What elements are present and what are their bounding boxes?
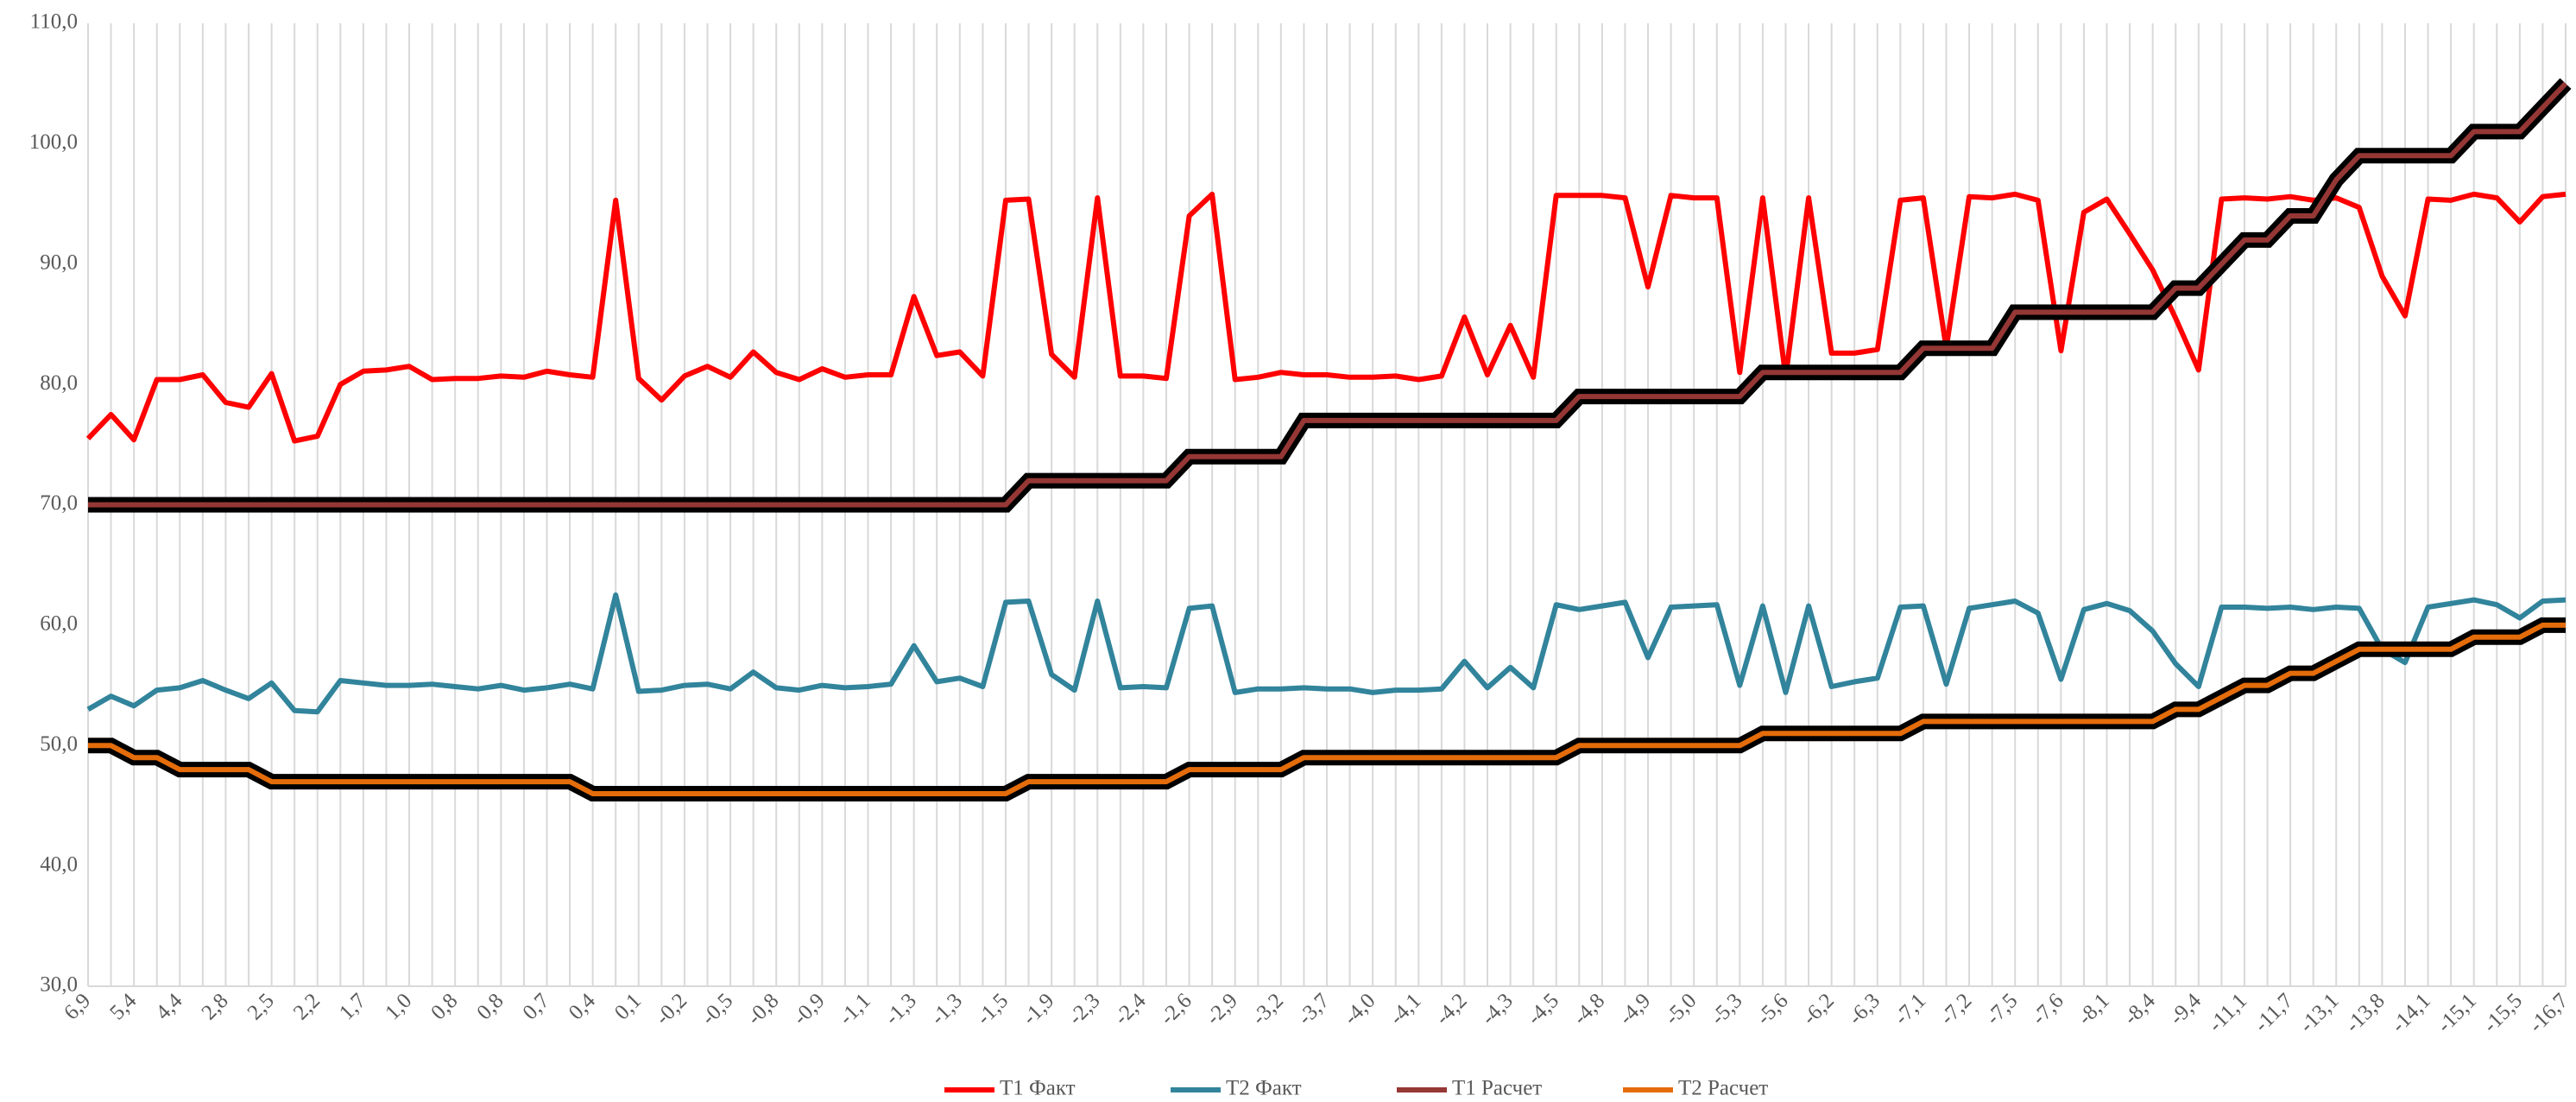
x-tick-label: -11,1 — [2204, 989, 2251, 1036]
x-tick-label: -8,4 — [2119, 989, 2160, 1029]
x-tick-label: 2,5 — [243, 989, 279, 1024]
x-tick-label: 0,4 — [565, 989, 601, 1025]
x-tick-label: -6,2 — [1798, 989, 1839, 1029]
y-tick-label: 30,0 — [40, 973, 78, 997]
x-tick-label: 0,8 — [426, 989, 462, 1024]
x-tick-label: -2,3 — [1064, 989, 1104, 1029]
x-tick-label: -5,3 — [1707, 989, 1747, 1029]
x-tick-label: 0,8 — [472, 989, 508, 1024]
x-tick-label: -13,8 — [2341, 989, 2390, 1037]
x-tick-label: 4,4 — [151, 989, 187, 1025]
x-tick-label: -3,7 — [1293, 989, 1334, 1029]
x-tick-label: -11,7 — [2250, 989, 2297, 1036]
x-tick-label: 1,0 — [381, 989, 416, 1024]
legend-label: Т2 Факт — [1226, 1077, 1302, 1100]
x-tick-label: -0,5 — [697, 989, 737, 1029]
legend-label: Т2 Расчет — [1678, 1077, 1768, 1100]
x-tick-label: -1,3 — [926, 989, 967, 1029]
legend-item: Т1 Расчет — [1397, 1077, 1542, 1100]
x-tick-label: -9,4 — [2165, 989, 2206, 1029]
x-tick-label: -5,6 — [1752, 989, 1793, 1029]
x-tick-label: -7,1 — [1890, 989, 1930, 1029]
y-tick-label: 90,0 — [40, 250, 78, 274]
x-tick-label: -4,0 — [1339, 989, 1380, 1029]
x-tick-label: 2,8 — [198, 989, 233, 1024]
x-tick-label: -0,9 — [789, 989, 830, 1029]
x-tick-label: -5,0 — [1660, 989, 1701, 1029]
legend-item: Т2 Факт — [1171, 1077, 1302, 1100]
x-tick-label: 5,4 — [105, 989, 142, 1025]
x-tick-label: -4,5 — [1523, 989, 1563, 1029]
y-tick-label: 110,0 — [30, 10, 78, 34]
x-tick-label: 0,7 — [519, 989, 554, 1024]
x-tick-label: -16,7 — [2524, 989, 2573, 1037]
legend-label: Т1 Факт — [1000, 1077, 1076, 1100]
x-tick-label: 2,2 — [289, 989, 325, 1024]
x-tick-label: -2,4 — [1110, 989, 1151, 1029]
x-tick-label: -14,1 — [2387, 989, 2435, 1037]
line — [88, 622, 2566, 796]
x-tick-label: -15,1 — [2433, 989, 2481, 1037]
x-tick-label: -8,1 — [2074, 989, 2114, 1029]
y-tick-label: 50,0 — [40, 732, 78, 756]
x-tick-label: -4,3 — [1477, 989, 1518, 1029]
y-tick-label: 60,0 — [40, 612, 78, 636]
x-tick-label: -1,9 — [1018, 989, 1058, 1029]
x-tick-label: -4,1 — [1386, 989, 1426, 1029]
x-tick-label: -7,5 — [1981, 989, 2022, 1029]
x-tick-label: 0,1 — [610, 989, 646, 1024]
y-tick-label: 100,0 — [29, 130, 78, 154]
line — [86, 592, 2567, 715]
x-tick-label: -1,5 — [972, 989, 1013, 1029]
x-tick-label: -1,3 — [881, 989, 921, 1029]
x-tick-label: -3,2 — [1247, 989, 1288, 1029]
x-tick-label: -13,1 — [2295, 989, 2344, 1037]
line — [85, 191, 2567, 444]
x-tick-label: -4,2 — [1431, 989, 1472, 1029]
x-tick-label: -7,6 — [2028, 989, 2068, 1029]
line — [88, 81, 2568, 508]
y-tick-label: 80,0 — [40, 371, 78, 395]
x-tick-label: -1,1 — [835, 989, 875, 1029]
legend-label: Т1 Расчет — [1452, 1077, 1542, 1100]
x-tick-label: -6,3 — [1844, 989, 1885, 1029]
legend-item: Т2 Расчет — [1623, 1077, 1768, 1100]
x-tick-label: -2,9 — [1202, 989, 1242, 1029]
legend-item: Т1 Факт — [944, 1077, 1076, 1100]
y-tick-label: 40,0 — [40, 852, 78, 876]
x-tick-label: -2,6 — [1156, 989, 1196, 1029]
x-tick-label: -7,2 — [1935, 989, 1976, 1029]
x-tick-label: -0,2 — [651, 989, 691, 1029]
x-tick-label: 1,7 — [335, 989, 370, 1024]
x-tick-label: -15,5 — [2478, 989, 2527, 1037]
x-tick-label: -4,8 — [1569, 989, 1609, 1029]
y-tick-label: 70,0 — [40, 491, 78, 515]
x-tick-label: -4,9 — [1614, 989, 1655, 1029]
x-tick-label: -0,8 — [742, 989, 783, 1029]
